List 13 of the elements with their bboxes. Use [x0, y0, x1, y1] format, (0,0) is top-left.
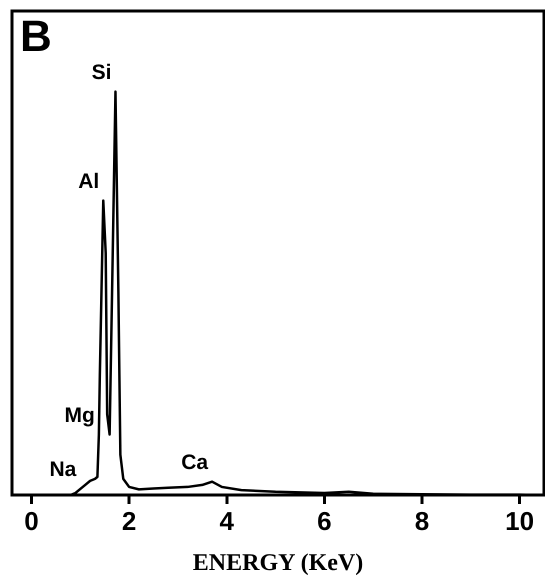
x-axis-title: ENERGY (KeV)	[192, 550, 364, 576]
x-tick-label: 4	[220, 506, 235, 536]
x-tick-label: 0	[24, 506, 39, 536]
annotation: Al	[78, 170, 100, 193]
x-tick-label: 2	[122, 506, 136, 536]
annotation: Ca	[181, 450, 208, 474]
x-tick-label: 6	[317, 506, 332, 536]
annotation: Na	[49, 458, 77, 482]
x-tick-label: 8	[414, 506, 430, 536]
annotation: Si	[92, 60, 112, 84]
annotation: Mg	[64, 404, 95, 427]
x-tick-label: 10	[505, 506, 534, 536]
text: B	[20, 12, 52, 62]
